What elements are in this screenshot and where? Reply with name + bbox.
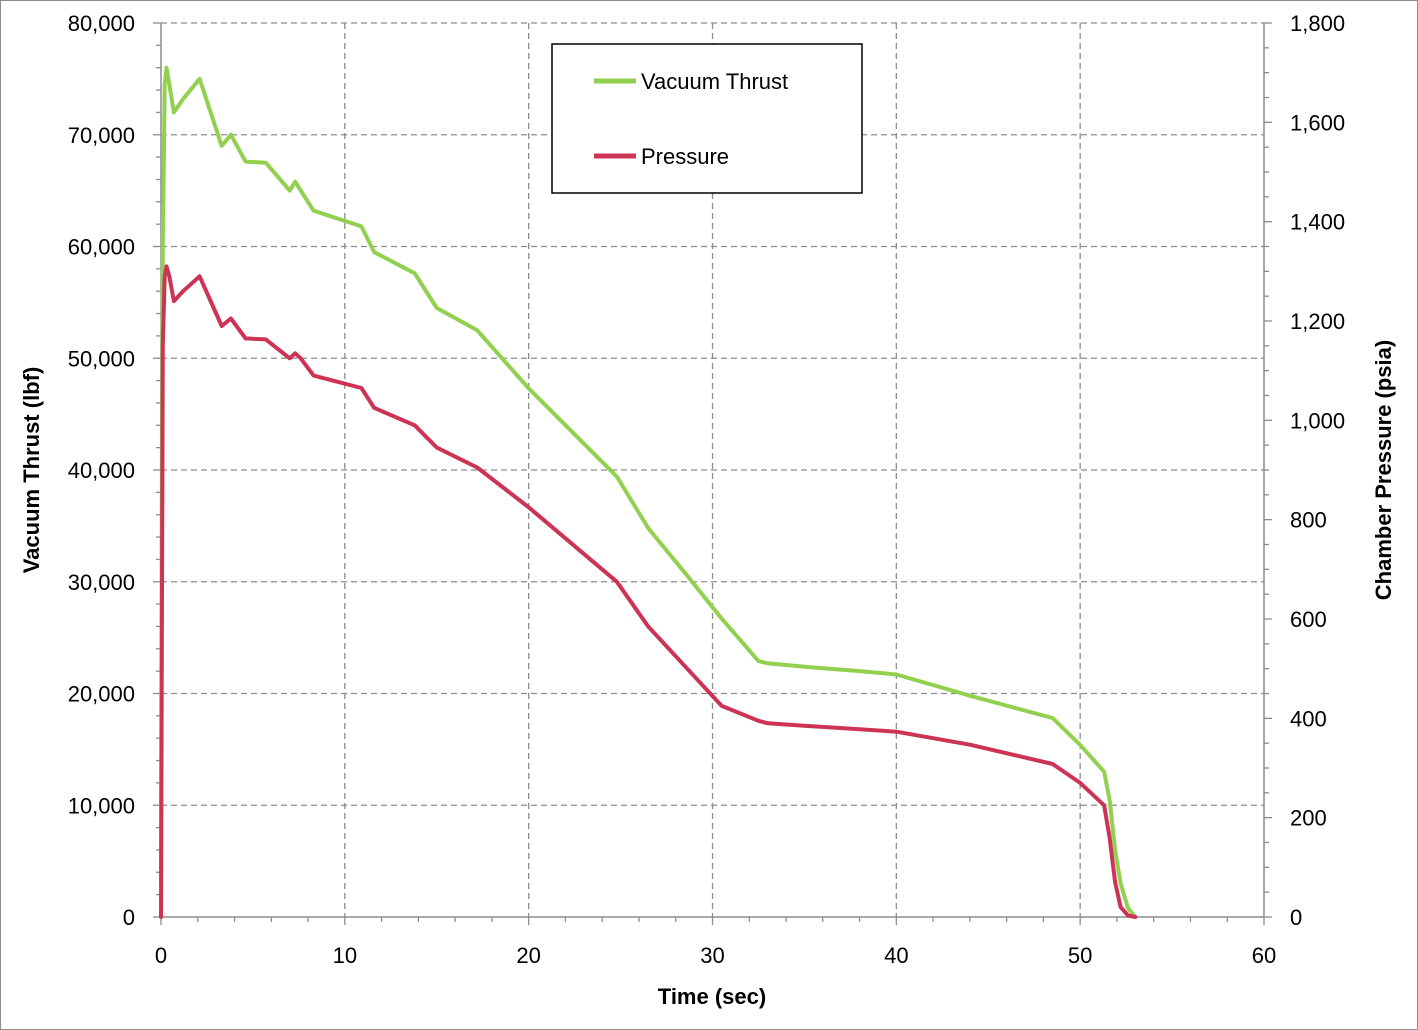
x-tick-label: 30 bbox=[700, 943, 724, 968]
y-left-tick-labels: 0 10,000 20,000 30,000 40,000 50,000 60,000 70,… bbox=[68, 11, 135, 930]
x-tick-labels: 0 10 20 30 40 50 60 bbox=[155, 943, 1276, 968]
y-tick-label: 20,000 bbox=[68, 682, 135, 707]
legend-label-pressure: Pressure bbox=[641, 144, 729, 169]
x-axis-title: Time (sec) bbox=[658, 984, 766, 1009]
y-tick-label: 0 bbox=[123, 905, 135, 930]
legend-label-vacuum-thrust: Vacuum Thrust bbox=[641, 69, 788, 94]
x-tick-label: 40 bbox=[884, 943, 908, 968]
legend: Vacuum Thrust Pressure bbox=[551, 43, 863, 194]
y-axis-title: Vacuum Thrust (lbf) bbox=[19, 367, 44, 574]
y-right-tick-labels: 0 200 400 600 800 1,000 1,200 1,400 1,600 1,800 bbox=[1290, 11, 1345, 930]
tick-marks bbox=[153, 22, 1272, 925]
y2-tick-label: 800 bbox=[1290, 508, 1327, 533]
y-tick-label: 70,000 bbox=[68, 123, 135, 148]
y2-tick-label: 1,400 bbox=[1290, 210, 1345, 235]
y2-tick-label: 1,200 bbox=[1290, 309, 1345, 334]
x-tick-label: 50 bbox=[1068, 943, 1092, 968]
y2-tick-label: 0 bbox=[1290, 905, 1302, 930]
y2-tick-label: 600 bbox=[1290, 607, 1327, 632]
y-tick-label: 40,000 bbox=[68, 458, 135, 483]
y-tick-label: 30,000 bbox=[68, 570, 135, 595]
series-lines bbox=[159, 65, 1138, 919]
y-tick-label: 80,000 bbox=[68, 11, 135, 36]
y-tick-label: 10,000 bbox=[68, 793, 135, 818]
y2-tick-label: 400 bbox=[1290, 706, 1327, 731]
y2-tick-label: 1,800 bbox=[1290, 11, 1345, 36]
legend-box bbox=[551, 43, 863, 194]
series-line-pressure bbox=[159, 264, 1138, 919]
y-tick-label: 50,000 bbox=[68, 346, 135, 371]
x-tick-label: 60 bbox=[1252, 943, 1276, 968]
y2-tick-label: 1,600 bbox=[1290, 110, 1345, 135]
x-tick-label: 10 bbox=[333, 943, 357, 968]
y-tick-label: 60,000 bbox=[68, 235, 135, 260]
y2-tick-label: 1,000 bbox=[1290, 408, 1345, 433]
x-tick-label: 0 bbox=[155, 943, 167, 968]
y2-axis-title: Chamber Pressure (psia) bbox=[1371, 340, 1396, 600]
y2-tick-label: 200 bbox=[1290, 806, 1327, 831]
series-line-vacuum-thrust bbox=[159, 65, 1138, 919]
x-tick-label: 20 bbox=[516, 943, 540, 968]
